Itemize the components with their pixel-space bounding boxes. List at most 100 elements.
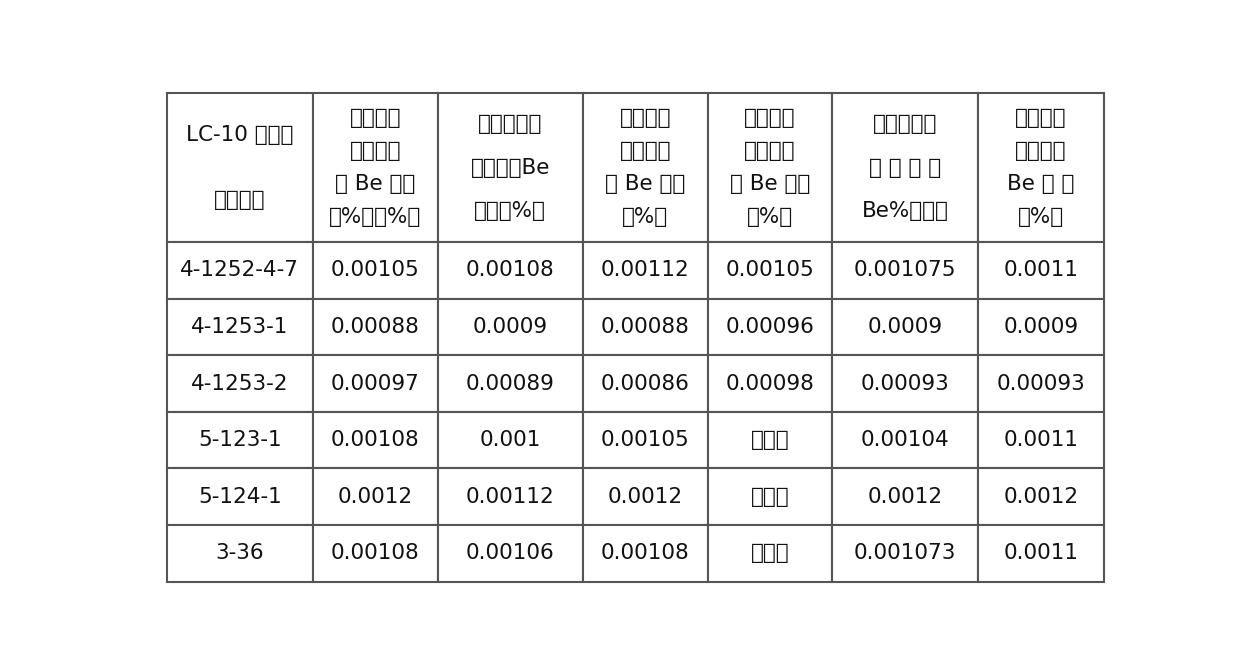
Text: 0.00108: 0.00108 [466, 261, 554, 281]
Text: 0.00105: 0.00105 [601, 430, 689, 450]
Text: 本发明测: 本发明测 [620, 108, 671, 128]
Bar [583, 468, 708, 525]
Text: 0.001: 0.001 [480, 430, 541, 450]
Bar [166, 525, 312, 582]
Text: 0.0011: 0.0011 [1003, 261, 1079, 281]
Text: 方 法 测 定: 方 法 测 定 [869, 158, 941, 178]
Bar [312, 525, 438, 582]
Text: 4-1253-1: 4-1253-1 [191, 317, 289, 337]
Text: 5-123-1: 5-123-1 [198, 430, 281, 450]
Bar [312, 299, 438, 355]
Text: 本发明测: 本发明测 [744, 108, 796, 128]
Bar [708, 525, 832, 582]
Bar [832, 93, 978, 242]
Text: 0.0012: 0.0012 [868, 487, 942, 507]
Text: 0.0012: 0.0012 [1003, 487, 1079, 507]
Text: 0.00105: 0.00105 [331, 261, 419, 281]
Text: 0.00093: 0.00093 [861, 373, 950, 393]
Text: 0.00088: 0.00088 [601, 317, 689, 337]
Text: 测 Be 含量: 测 Be 含量 [335, 174, 415, 194]
Bar [832, 525, 978, 582]
Bar [438, 525, 583, 582]
Text: 0.00096: 0.00096 [725, 317, 815, 337]
Text: Be%平均值: Be%平均值 [862, 201, 949, 221]
Text: 0.00105: 0.00105 [725, 261, 815, 281]
Bar [166, 242, 312, 299]
Text: 0.00098: 0.00098 [725, 373, 815, 393]
Text: 量方法一: 量方法一 [350, 141, 401, 161]
Text: 化学分析: 化学分析 [1016, 108, 1066, 128]
Text: LC-10 铝合金: LC-10 铝合金 [186, 125, 294, 145]
Bar [583, 412, 708, 468]
Text: 0.0009: 0.0009 [472, 317, 548, 337]
Bar [583, 93, 708, 242]
Bar [978, 412, 1105, 468]
Bar [166, 93, 312, 242]
Bar [583, 242, 708, 299]
Bar [312, 412, 438, 468]
Bar [708, 412, 832, 468]
Bar [708, 468, 832, 525]
Text: 0.00112: 0.00112 [601, 261, 689, 281]
Text: 0.0012: 0.0012 [608, 487, 683, 507]
Bar [708, 242, 832, 299]
Bar [978, 242, 1105, 299]
Text: 缺样品: 缺样品 [750, 487, 790, 507]
Bar [708, 355, 832, 412]
Bar [978, 525, 1105, 582]
Bar [166, 412, 312, 468]
Text: 3-36: 3-36 [216, 543, 264, 563]
Text: （%）: （%） [746, 206, 794, 226]
Bar [978, 93, 1105, 242]
Bar [438, 93, 583, 242]
Text: 量方法三: 量方法三 [620, 141, 671, 161]
Text: 缺样品: 缺样品 [750, 543, 790, 563]
Bar [708, 93, 832, 242]
Text: 0.00108: 0.00108 [601, 543, 689, 563]
Text: 方法测定: 方法测定 [1016, 141, 1066, 161]
Text: 0.0009: 0.0009 [1003, 317, 1079, 337]
Text: 0.00088: 0.00088 [331, 317, 419, 337]
Text: 0.00093: 0.00093 [997, 373, 1085, 393]
Bar [708, 299, 832, 355]
Bar [312, 93, 438, 242]
Bar [166, 468, 312, 525]
Text: 试样编号: 试样编号 [215, 190, 265, 210]
Text: 本发明测量: 本发明测量 [873, 114, 937, 134]
Text: 测 Be 含量: 测 Be 含量 [605, 174, 686, 194]
Bar [166, 355, 312, 412]
Text: （%）: （%） [622, 206, 668, 226]
Text: 量方法四: 量方法四 [744, 141, 796, 161]
Text: 4-1252-4-7: 4-1252-4-7 [180, 261, 299, 281]
Bar [832, 468, 978, 525]
Text: 0.00104: 0.00104 [861, 430, 950, 450]
Text: 0.00089: 0.00089 [466, 373, 554, 393]
Bar [312, 468, 438, 525]
Text: 0.00086: 0.00086 [601, 373, 689, 393]
Bar [438, 299, 583, 355]
Text: （%）（%）: （%）（%） [329, 206, 422, 226]
Text: 0.0009: 0.0009 [868, 317, 942, 337]
Bar [438, 412, 583, 468]
Bar [832, 355, 978, 412]
Text: 本发明测: 本发明测 [350, 108, 401, 128]
Bar [583, 525, 708, 582]
Text: 含量（%）: 含量（%） [475, 201, 547, 221]
Text: 5-124-1: 5-124-1 [198, 487, 281, 507]
Bar [978, 299, 1105, 355]
Text: 0.0012: 0.0012 [337, 487, 413, 507]
Text: 0.001073: 0.001073 [854, 543, 956, 563]
Text: 0.00097: 0.00097 [331, 373, 419, 393]
Bar [312, 242, 438, 299]
Text: 0.0011: 0.0011 [1003, 430, 1079, 450]
Bar [832, 242, 978, 299]
Text: 缺样品: 缺样品 [750, 430, 790, 450]
Text: 0.00106: 0.00106 [466, 543, 554, 563]
Bar [438, 468, 583, 525]
Text: 0.00108: 0.00108 [331, 430, 419, 450]
Text: Be 含 量: Be 含 量 [1007, 174, 1075, 194]
Bar [438, 242, 583, 299]
Bar [583, 355, 708, 412]
Bar [312, 355, 438, 412]
Bar [978, 468, 1105, 525]
